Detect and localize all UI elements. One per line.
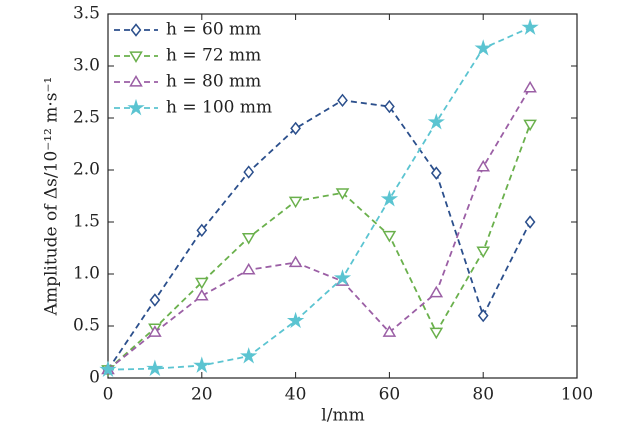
marker	[476, 159, 491, 172]
series-line	[107, 87, 531, 371]
marker	[523, 119, 537, 132]
x-tick-label: 80	[472, 385, 494, 405]
marker	[193, 356, 211, 373]
marker	[243, 165, 255, 179]
marker	[523, 80, 537, 93]
x-tick-label: 100	[561, 385, 593, 405]
legend-label: h = 72 mm	[166, 46, 261, 66]
marker	[288, 196, 303, 209]
series-line	[107, 123, 531, 371]
marker	[194, 277, 209, 290]
marker	[524, 215, 536, 229]
y-tick-label: 1.5	[73, 212, 100, 232]
marker	[290, 121, 301, 136]
marker	[427, 113, 445, 130]
marker	[382, 325, 397, 337]
marker	[477, 308, 489, 323]
series-line	[107, 26, 531, 371]
y-tick-label: 0.5	[73, 316, 100, 336]
marker	[286, 311, 305, 329]
x-tick-label: 20	[191, 385, 213, 405]
marker	[148, 325, 162, 337]
y-tick-label: 2.5	[73, 108, 100, 128]
legend-marker	[130, 23, 142, 37]
y-tick-label: 3.0	[73, 56, 100, 76]
marker	[149, 293, 161, 307]
marker	[194, 288, 209, 301]
marker	[240, 347, 258, 364]
y-tick-label: 3.5	[73, 4, 100, 24]
marker	[521, 18, 539, 35]
marker	[382, 230, 397, 243]
y-tick-label: 2.0	[73, 160, 100, 180]
marker	[99, 360, 117, 378]
y-tick-label: 0	[89, 368, 100, 388]
plot-frame	[107, 13, 578, 379]
y-axis-label: Amplitude of Δs/10⁻¹² m·s⁻¹	[42, 77, 62, 317]
marker	[241, 233, 256, 245]
marker	[335, 188, 350, 200]
x-tick-label: 0	[103, 385, 114, 405]
marker	[196, 223, 208, 238]
y-tick-label: 1.0	[73, 264, 100, 284]
marker	[384, 99, 395, 114]
marker	[146, 359, 164, 376]
marker	[476, 246, 491, 259]
legend-label: h = 60 mm	[166, 20, 261, 40]
legend-marker	[127, 98, 145, 116]
series-line	[107, 99, 531, 371]
legend-marker	[129, 51, 143, 63]
marker	[333, 269, 352, 286]
marker	[380, 190, 399, 207]
x-tick-label: 60	[379, 385, 401, 405]
legend: h = 60 mm h = 72 mm h = 80 mm h = 100 mm	[114, 20, 272, 118]
x-tick-label: 40	[285, 385, 307, 405]
marker	[474, 39, 492, 56]
x-axis-label: l/mm	[321, 406, 364, 426]
legend-label: h = 100 mm	[166, 98, 272, 118]
marker	[288, 255, 303, 268]
marker	[430, 166, 442, 180]
marker	[429, 327, 444, 340]
legend-marker	[129, 75, 143, 87]
marker	[241, 262, 256, 275]
marker	[429, 285, 444, 298]
legend-label: h = 80 mm	[166, 72, 261, 92]
marker	[337, 93, 348, 108]
